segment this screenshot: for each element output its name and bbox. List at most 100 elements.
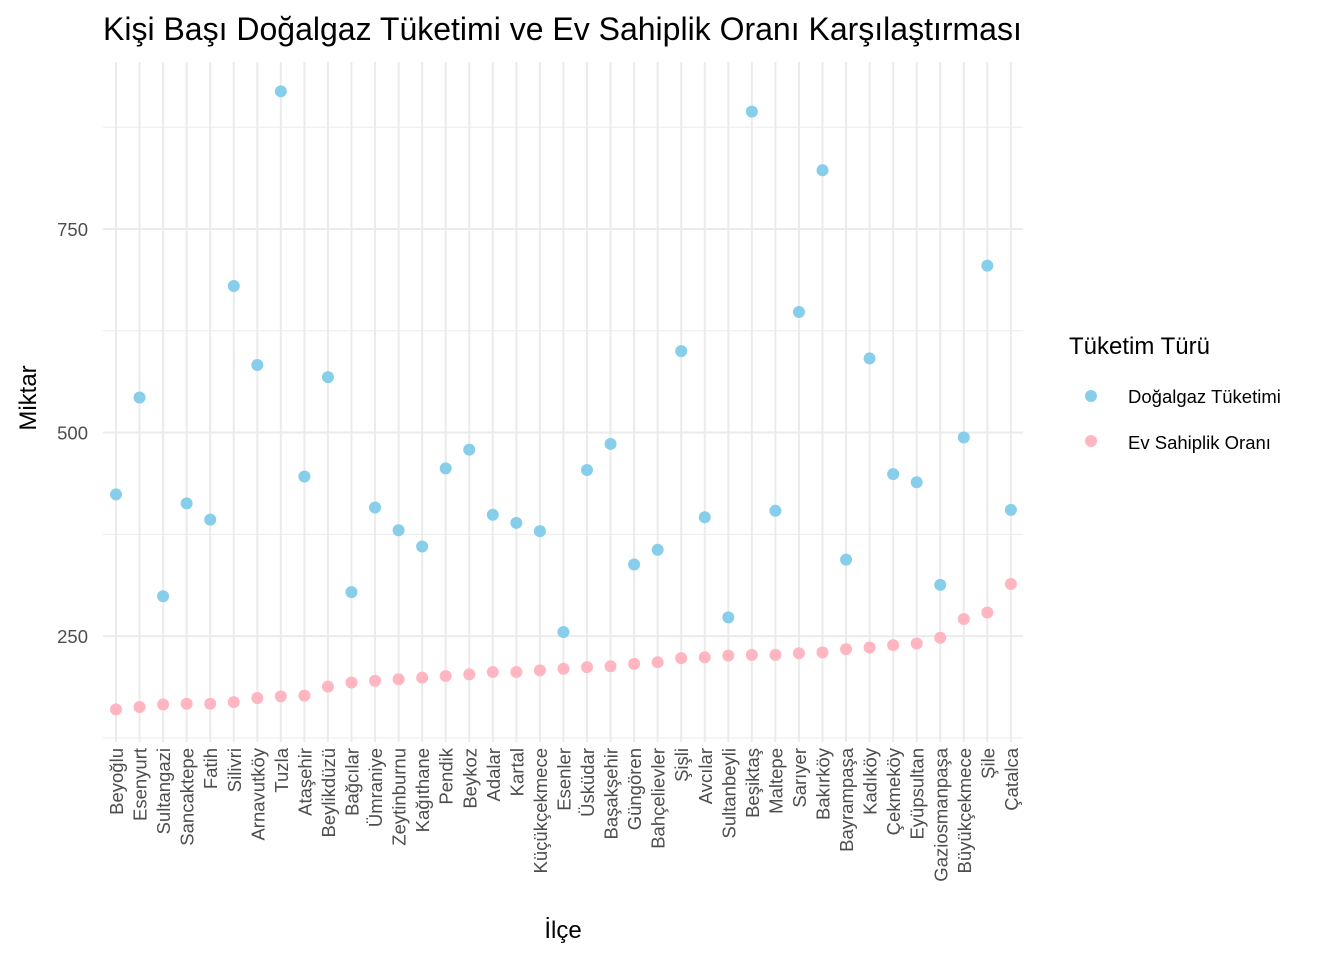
dogalgaz-point <box>863 352 876 365</box>
ev-sahiplik-point <box>204 697 217 710</box>
dogalgaz-point <box>298 470 311 483</box>
dogalgaz-point <box>957 431 970 444</box>
ev-sahiplik-point <box>581 661 593 674</box>
x-tick-label: Küçükçekmece <box>530 748 551 873</box>
x-tick-label: Tuzla <box>271 747 292 792</box>
ev-sahiplik-point <box>510 665 523 678</box>
grid-lines <box>103 62 1023 742</box>
ev-sahiplik-point <box>698 651 711 664</box>
dogalgaz-point <box>510 516 523 529</box>
x-tick-label: Beşiktaş <box>742 748 763 818</box>
dogalgaz-point <box>698 511 711 524</box>
ev-sahiplik-point <box>981 606 994 619</box>
ev-sahiplik-point <box>910 637 923 650</box>
x-tick-label: Ümraniye <box>365 748 386 827</box>
dogalgaz-point <box>345 586 358 599</box>
x-tick-label: Zeytinburnu <box>389 748 410 846</box>
dogalgaz-point <box>628 558 641 571</box>
x-tick-label: Şişli <box>671 748 692 782</box>
dogalgaz-point <box>110 488 122 501</box>
dogalgaz-point <box>651 543 664 556</box>
dogalgaz-point <box>133 391 146 404</box>
dogalgaz-point <box>910 476 923 489</box>
data-points <box>110 85 1017 716</box>
y-tick-label: 250 <box>57 626 88 647</box>
ev-sahiplik-point <box>651 656 664 669</box>
x-tick-label: Avcılar <box>695 748 716 804</box>
dogalgaz-point <box>251 358 264 371</box>
ev-sahiplik-point <box>369 674 382 687</box>
ev-sahiplik-point <box>887 639 900 652</box>
dogalgaz-point <box>533 525 546 538</box>
x-tick-label: Çekmeköy <box>883 747 904 835</box>
dogalgaz-point <box>581 464 593 476</box>
dogalgaz-point <box>204 513 217 526</box>
x-tick-label: Arnavutköy <box>247 747 268 840</box>
legend-title: Tüketim Türü <box>1069 333 1210 360</box>
dogalgaz-point <box>887 468 900 481</box>
ev-sahiplik-point <box>934 631 947 644</box>
ev-sahiplik-point <box>133 700 146 713</box>
y-axis-title: Miktar <box>15 365 42 430</box>
dogalgaz-point <box>840 553 853 566</box>
y-tick-label: 500 <box>57 423 88 444</box>
ev-sahiplik-point <box>251 692 264 705</box>
x-tick-label: Başakşehir <box>601 748 622 840</box>
ev-sahiplik-point <box>863 641 876 654</box>
legend-key-ev-sahiplik <box>1085 435 1097 447</box>
dogalgaz-point <box>416 540 429 553</box>
x-tick-label: Pendik <box>436 747 457 804</box>
ev-sahiplik-point <box>957 613 970 626</box>
dogalgaz-point <box>463 443 476 456</box>
ev-sahiplik-point <box>792 647 805 660</box>
x-tick-label: Esenyurt <box>130 748 151 821</box>
ev-sahiplik-point <box>416 671 429 684</box>
x-tick-label: Beykoz <box>459 748 480 809</box>
ev-sahiplik-point <box>840 643 853 656</box>
dogalgaz-point <box>369 501 382 514</box>
ev-sahiplik-point <box>463 668 476 681</box>
x-tick-label: Çatalca <box>1001 747 1022 810</box>
x-tick-label: Gaziosmanpaşa <box>930 747 951 881</box>
ev-sahiplik-point <box>533 664 546 677</box>
ev-sahiplik-point <box>557 662 570 675</box>
x-axis-title: İlçe <box>544 917 581 944</box>
ev-sahiplik-point <box>1004 578 1017 591</box>
dogalgaz-point <box>321 371 334 384</box>
x-tick-label: Kartal <box>506 748 527 796</box>
ev-sahiplik-point <box>769 648 782 661</box>
x-tick-label: Ataşehir <box>294 748 315 816</box>
legend: Tüketim Türü Doğalgaz Tüketimi Ev Sahipl… <box>1069 333 1281 453</box>
dogalgaz-point <box>745 105 758 118</box>
dogalgaz-point <box>486 508 499 521</box>
ev-sahiplik-point <box>345 676 358 689</box>
ev-sahiplik-point <box>604 660 617 673</box>
chart-title: Kişi Başı Doğalgaz Tüketimi ve Ev Sahipl… <box>103 11 1022 47</box>
dogalgaz-point <box>769 504 782 517</box>
x-tick-label: Sancaktepe <box>177 748 198 846</box>
legend-label-dogalgaz: Doğalgaz Tüketimi <box>1128 386 1281 407</box>
ev-sahiplik-point <box>628 657 641 670</box>
ev-sahiplik-point <box>675 652 688 665</box>
legend-label-ev-sahiplik: Ev Sahiplik Oranı <box>1128 432 1271 453</box>
legend-key-dogalgaz <box>1085 390 1097 402</box>
x-tick-label: Kağıthane <box>412 748 433 832</box>
ev-sahiplik-point <box>110 703 122 716</box>
x-tick-label: Beyoğlu <box>106 748 127 815</box>
x-tick-label: Bayrampaşa <box>836 747 857 852</box>
dogalgaz-point <box>180 497 193 510</box>
dogalgaz-point <box>792 306 805 319</box>
x-tick-label: Bakırköy <box>813 747 834 820</box>
x-tick-label: Üsküdar <box>577 748 598 817</box>
ev-sahiplik-point <box>274 690 287 703</box>
x-tick-label: Büyükçekmece <box>954 748 975 873</box>
dogalgaz-point <box>157 590 170 603</box>
dogalgaz-point <box>1004 503 1017 516</box>
dogalgaz-point <box>392 524 405 537</box>
ev-sahiplik-point <box>722 649 735 662</box>
y-tick-label: 750 <box>57 219 88 240</box>
ev-sahiplik-point <box>745 648 758 661</box>
ev-sahiplik-point <box>816 646 829 659</box>
